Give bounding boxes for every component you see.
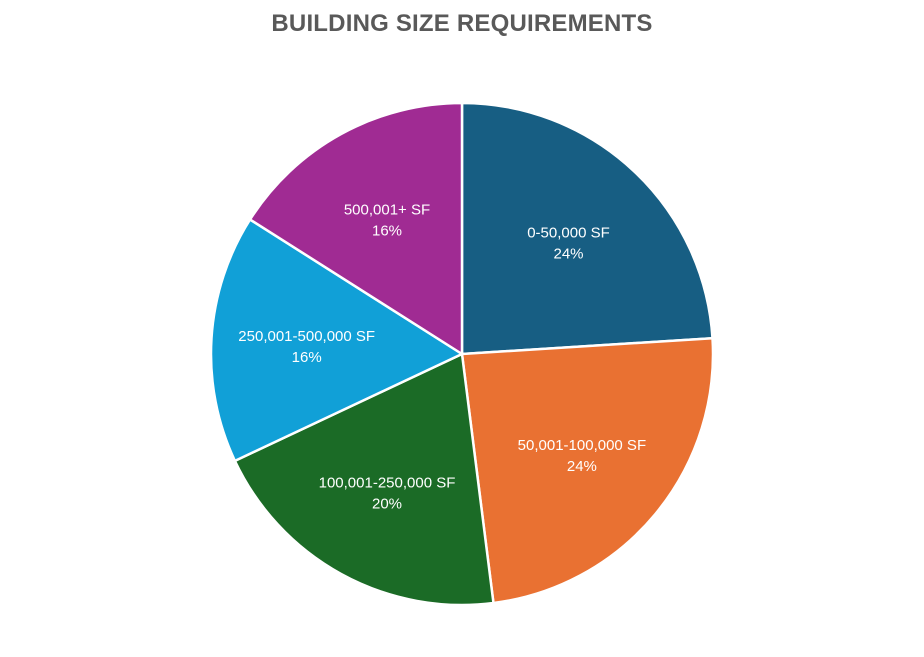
- pie-slice-0-50-000-sf: [460, 101, 714, 356]
- data-label-category: 250,001-500,000 SF: [238, 328, 375, 345]
- data-label-50-001-100-000-sf: 50,001-100,000 SF 24%: [518, 437, 646, 475]
- data-label-percent: 24%: [553, 246, 583, 263]
- data-label-category: 100,001-250,000 SF: [319, 474, 456, 491]
- data-label-500-001-sf: 500,001+ SF 16%: [344, 202, 430, 240]
- data-label-percent: 20%: [372, 495, 402, 512]
- data-label-0-50-000-sf: 0-50,000 SF 24%: [527, 225, 610, 263]
- data-label-250-001-500-000-sf: 250,001-500,000 SF 16%: [238, 328, 375, 366]
- data-label-100-001-250-000-sf: 100,001-250,000 SF 20%: [319, 474, 456, 512]
- data-label-category: 50,001-100,000 SF: [518, 437, 646, 454]
- data-label-percent: 16%: [292, 349, 322, 366]
- data-label-percent: 24%: [567, 458, 597, 475]
- data-label-category: 500,001+ SF: [344, 202, 430, 219]
- data-label-category: 0-50,000 SF: [527, 225, 610, 242]
- data-label-percent: 16%: [372, 223, 402, 240]
- chart-title: BUILDING SIZE REQUIREMENTS: [271, 10, 653, 37]
- pie-slice-250-001-500-000-sf: [209, 218, 464, 463]
- pie-slice-500-001-sf: [248, 101, 464, 356]
- pie-slice-100-001-250-000-sf: [233, 352, 495, 607]
- pie-slice-50-001-100-000-sf: [460, 336, 715, 605]
